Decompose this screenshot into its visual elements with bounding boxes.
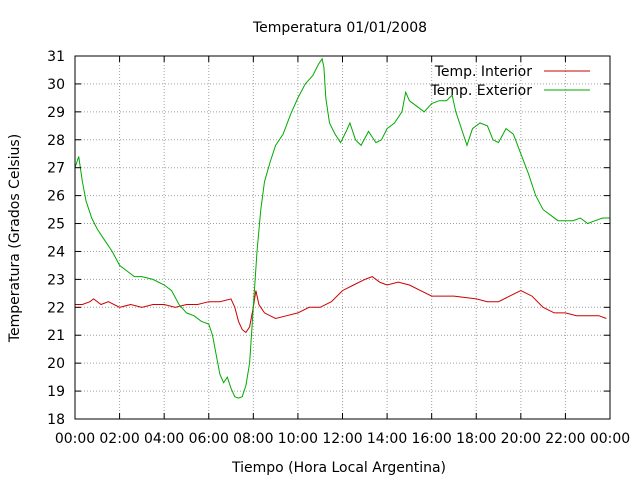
x-tick-label: 06:00	[189, 431, 229, 447]
x-tick-label: 00:00	[590, 431, 630, 447]
y-tick-label: 27	[47, 161, 65, 177]
grid	[75, 56, 610, 419]
x-tick-label: 18:00	[456, 431, 496, 447]
y-tick-label: 20	[47, 356, 65, 372]
y-tick-label: 22	[47, 300, 65, 316]
x-axis-label: Tiempo (Hora Local Argentina)	[231, 460, 446, 476]
axis-ticks: 00:00 02:00 04:00 06:00 08:00 10:00 12:00 14:00…	[47, 49, 630, 447]
legend-label-exterior: Temp. Exterior	[430, 83, 533, 99]
y-tick-label: 21	[47, 328, 65, 344]
x-tick-label: 10:00	[278, 431, 318, 447]
legend-label-interior: Temp. Interior	[434, 64, 533, 80]
y-tick-label: 19	[47, 384, 65, 400]
legend: Temp. Interior Temp. Exterior	[430, 64, 590, 99]
x-tick-label: 14:00	[367, 431, 407, 447]
chart-title: Temperatura 01/01/2008	[252, 20, 427, 36]
series-line-interior	[75, 276, 607, 334]
y-tick-label: 18	[47, 412, 65, 428]
y-tick-label: 30	[47, 77, 65, 93]
x-tick-label: 20:00	[501, 431, 541, 447]
y-tick-label: 26	[47, 189, 65, 205]
y-tick-label: 31	[47, 49, 65, 65]
y-tick-label: 29	[47, 105, 65, 121]
x-tick-label: 16:00	[411, 431, 451, 447]
x-tick-label: 00:00	[55, 431, 95, 447]
y-tick-label: 23	[47, 272, 65, 288]
y-tick-label: 24	[47, 244, 65, 260]
x-tick-label: 08:00	[233, 431, 273, 447]
x-tick-label: 22:00	[545, 431, 585, 447]
x-tick-label: 12:00	[322, 431, 362, 447]
y-tick-label: 28	[47, 133, 65, 149]
y-axis-label: Temperatura (Grados Celsius)	[7, 134, 23, 343]
y-tick-label: 25	[47, 217, 65, 233]
x-tick-label: 04:00	[144, 431, 184, 447]
plot-series	[74, 57, 610, 399]
series-line-exterior	[74, 57, 610, 399]
x-tick-label: 02:00	[99, 431, 139, 447]
